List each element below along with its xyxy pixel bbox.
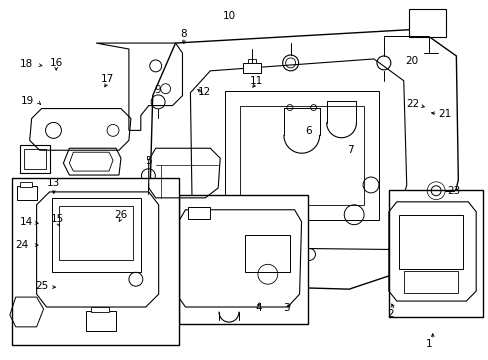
Text: 6: 6	[305, 126, 311, 136]
Text: 23: 23	[447, 186, 460, 197]
Bar	[24, 149, 45, 169]
Bar	[244, 235, 289, 272]
Text: 4: 4	[255, 303, 262, 313]
Bar	[178, 195, 307, 324]
Bar	[247, 59, 255, 63]
Text: 2: 2	[386, 309, 392, 319]
Text: 21: 21	[437, 109, 450, 119]
Text: 13: 13	[47, 178, 61, 188]
Bar	[60, 206, 133, 260]
Text: 5: 5	[145, 156, 151, 166]
Text: 20: 20	[405, 57, 418, 66]
Text: 22: 22	[406, 99, 419, 109]
Text: 8: 8	[180, 29, 187, 39]
Text: 11: 11	[249, 76, 263, 86]
Text: 9: 9	[155, 85, 161, 95]
Text: 19: 19	[20, 96, 34, 106]
Bar	[240, 105, 364, 205]
Bar	[243, 63, 260, 73]
Text: 14: 14	[20, 217, 33, 227]
Text: 24: 24	[16, 240, 29, 250]
Text: 26: 26	[114, 210, 127, 220]
Bar	[20, 145, 49, 173]
Bar	[408, 9, 446, 37]
Bar	[20, 182, 32, 187]
Bar	[398, 215, 462, 269]
Bar	[86, 311, 116, 331]
Text: 18: 18	[20, 59, 33, 69]
Text: 16: 16	[49, 58, 63, 68]
Text: 10: 10	[222, 12, 235, 21]
Bar	[17, 186, 37, 200]
Bar	[403, 271, 457, 293]
Text: 12: 12	[198, 87, 211, 98]
Bar	[91, 307, 109, 312]
Bar	[12, 178, 178, 345]
Text: 3: 3	[283, 303, 289, 313]
Bar	[188, 207, 210, 219]
Bar	[51, 198, 141, 272]
Bar	[224, 91, 378, 220]
Bar	[388, 190, 482, 317]
Text: 7: 7	[346, 145, 353, 155]
Text: 25: 25	[35, 282, 48, 292]
Text: 15: 15	[51, 213, 64, 224]
Text: 17: 17	[101, 74, 114, 84]
Text: 1: 1	[425, 339, 431, 348]
